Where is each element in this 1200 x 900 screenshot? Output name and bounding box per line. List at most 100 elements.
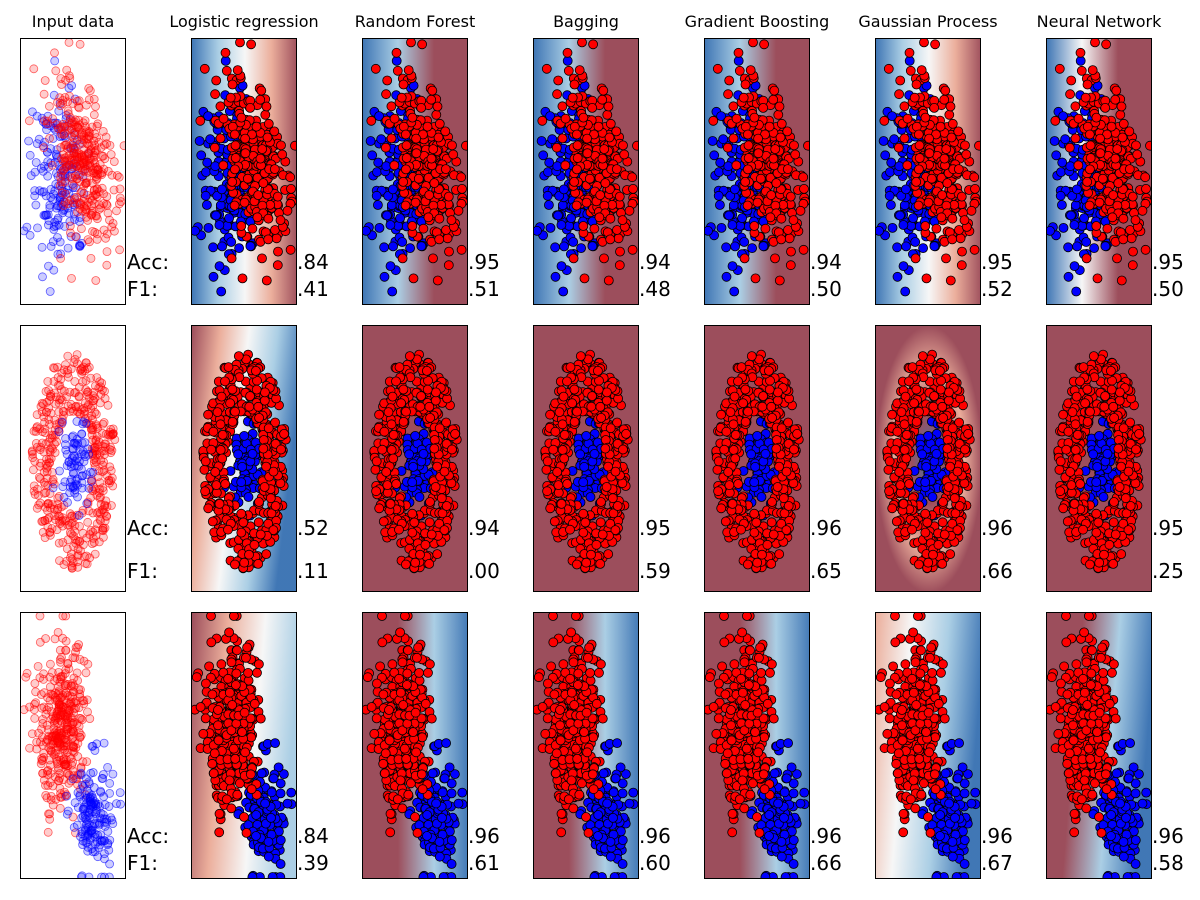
red-point bbox=[78, 165, 87, 175]
red-point bbox=[268, 466, 279, 477]
red-point bbox=[78, 528, 88, 538]
red-point bbox=[247, 223, 258, 234]
red-point bbox=[285, 244, 296, 255]
red-point bbox=[396, 92, 407, 103]
red-point bbox=[753, 133, 763, 144]
red-point bbox=[40, 480, 50, 490]
red-point bbox=[795, 205, 806, 216]
red-point bbox=[46, 392, 56, 401]
blue-point bbox=[216, 286, 227, 297]
red-point bbox=[944, 109, 955, 120]
red-point bbox=[106, 425, 116, 434]
red-point bbox=[115, 245, 124, 255]
red-point bbox=[37, 517, 47, 526]
blue-point bbox=[53, 213, 63, 223]
red-point bbox=[774, 101, 785, 112]
red-point bbox=[1117, 132, 1128, 143]
red-point bbox=[54, 398, 64, 408]
blue-point bbox=[898, 261, 909, 272]
blue-point bbox=[1075, 55, 1086, 66]
red-point bbox=[408, 273, 419, 284]
red-point bbox=[1085, 164, 1095, 175]
blue-point bbox=[568, 237, 579, 247]
red-point bbox=[381, 89, 392, 100]
blue-point bbox=[48, 483, 58, 493]
blue-point bbox=[77, 483, 87, 493]
red-point bbox=[261, 461, 271, 472]
red-point bbox=[74, 103, 84, 113]
red-point bbox=[58, 537, 68, 547]
blue-point bbox=[56, 249, 65, 259]
f1-value: .41 bbox=[297, 277, 329, 301]
blue-point bbox=[545, 222, 556, 233]
blue-point bbox=[553, 210, 563, 221]
blue-point bbox=[38, 272, 47, 282]
red-point bbox=[290, 140, 296, 151]
red-point bbox=[1076, 65, 1087, 76]
blue-point bbox=[202, 157, 213, 168]
red-point bbox=[269, 126, 280, 137]
blue-point bbox=[224, 213, 234, 224]
red-point bbox=[537, 115, 548, 126]
red-point bbox=[107, 222, 117, 232]
red-point bbox=[423, 212, 434, 223]
red-point bbox=[432, 275, 443, 286]
red-point bbox=[389, 113, 400, 124]
red-point bbox=[945, 275, 956, 286]
red-point bbox=[782, 164, 793, 175]
blue-point bbox=[558, 184, 569, 195]
red-point bbox=[594, 212, 605, 223]
red-point bbox=[92, 133, 101, 142]
scatter-plot-row1-col3 bbox=[534, 39, 638, 304]
red-point bbox=[1075, 47, 1086, 58]
red-point bbox=[902, 113, 913, 124]
blue-point bbox=[30, 167, 40, 177]
blue-point bbox=[50, 56, 60, 66]
red-point bbox=[211, 480, 222, 491]
red-point bbox=[261, 101, 272, 112]
red-point bbox=[894, 89, 905, 100]
red-point bbox=[553, 75, 564, 86]
red-point bbox=[29, 64, 39, 74]
blue-point bbox=[544, 157, 555, 168]
red-point bbox=[93, 214, 102, 224]
blue-point bbox=[43, 220, 53, 230]
red-point bbox=[1095, 148, 1106, 159]
red-point bbox=[911, 79, 922, 90]
red-point bbox=[398, 176, 409, 187]
blue-point bbox=[385, 261, 396, 272]
red-point bbox=[914, 153, 925, 163]
red-point bbox=[66, 228, 75, 238]
red-point bbox=[102, 192, 112, 202]
red-point bbox=[774, 275, 785, 286]
red-point bbox=[86, 253, 96, 263]
red-point bbox=[572, 153, 583, 163]
red-point bbox=[56, 253, 65, 263]
red-point bbox=[441, 501, 452, 511]
f1-value: .50 bbox=[810, 277, 842, 301]
blue-point bbox=[44, 261, 53, 271]
red-point bbox=[578, 221, 589, 231]
red-point bbox=[603, 275, 614, 286]
red-point bbox=[407, 221, 418, 231]
blue-point bbox=[1100, 241, 1111, 252]
red-point bbox=[233, 351, 244, 362]
blue-point bbox=[58, 418, 67, 427]
red-point bbox=[277, 149, 288, 160]
blue-point bbox=[408, 461, 419, 472]
red-point bbox=[434, 518, 445, 529]
red-point bbox=[956, 191, 967, 202]
red-point bbox=[73, 402, 83, 412]
blue-point bbox=[1072, 241, 1083, 252]
blue-point bbox=[739, 237, 750, 247]
red-point bbox=[446, 215, 457, 226]
red-point bbox=[99, 225, 109, 235]
red-point bbox=[429, 178, 440, 189]
points bbox=[1047, 39, 1151, 297]
blue-point bbox=[1081, 237, 1092, 247]
blue-point bbox=[566, 213, 576, 224]
red-point bbox=[259, 482, 270, 492]
blue-point bbox=[78, 419, 87, 429]
red-point bbox=[582, 133, 592, 144]
red-point bbox=[1107, 212, 1118, 223]
